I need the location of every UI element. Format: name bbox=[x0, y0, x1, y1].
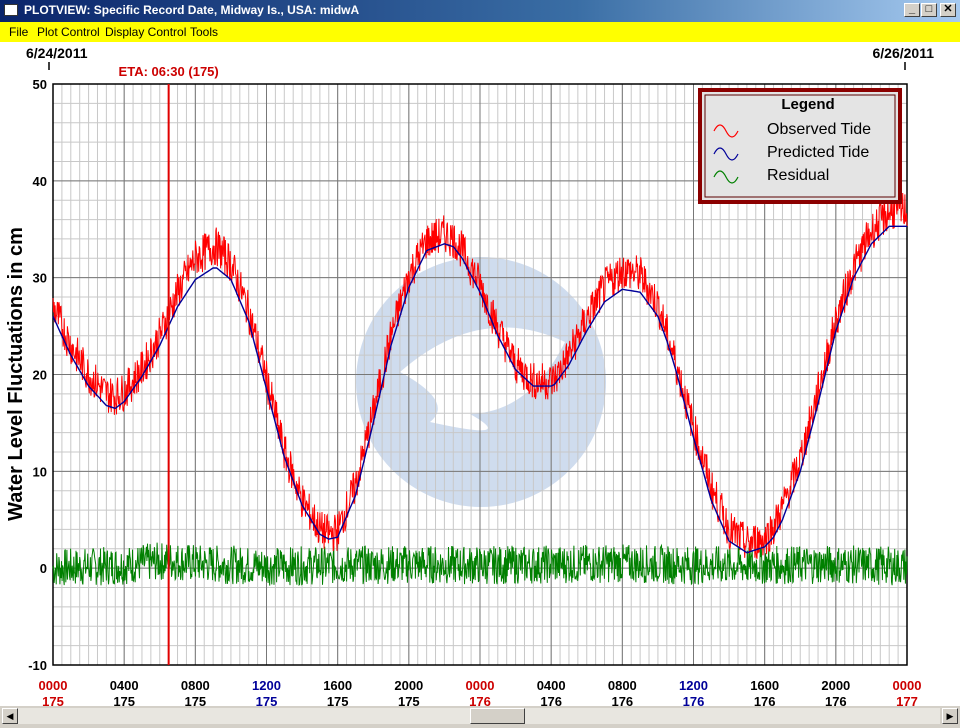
y-tick-label: 50 bbox=[33, 77, 47, 92]
x-tick-day: 177 bbox=[896, 694, 918, 706]
plot-area: -10 0 10 20 30 40 50 Water Level Fluctuations … bbox=[0, 42, 960, 706]
y-tick-label: 0 bbox=[40, 561, 47, 576]
x-tick-day: 175 bbox=[256, 694, 278, 706]
menu-bar: File Plot Control Display Control Tools bbox=[0, 22, 960, 42]
app-icon bbox=[4, 4, 18, 16]
eta-label: ETA: 06:30 (175) bbox=[119, 64, 219, 79]
x-tick-time: 1600 bbox=[750, 678, 779, 693]
noaa-logo-watermark bbox=[356, 257, 606, 507]
series-observed-tide bbox=[52, 191, 908, 559]
plot-frame bbox=[52, 83, 908, 666]
legend-entry-label: Observed Tide bbox=[767, 121, 871, 138]
x-tick-time: 1200 bbox=[252, 678, 281, 693]
series-residual bbox=[52, 542, 908, 587]
horizontal-scrollbar[interactable]: ◀ ▶ bbox=[0, 706, 960, 728]
x-tick-day: 176 bbox=[611, 694, 633, 706]
maximize-button[interactable]: □ bbox=[921, 3, 937, 17]
x-tick-time: 1200 bbox=[679, 678, 708, 693]
tide-chart[interactable]: -10 0 10 20 30 40 50 Water Level Fluctuations … bbox=[0, 42, 960, 706]
x-tick-time: 0800 bbox=[608, 678, 637, 693]
series-layer bbox=[52, 191, 908, 587]
x-tick-time: 0000 bbox=[466, 678, 495, 693]
y-tick-label: -10 bbox=[28, 658, 47, 673]
legend-entry-label: Predicted Tide bbox=[767, 144, 869, 161]
x-tick-time: 0400 bbox=[537, 678, 566, 693]
menu-plot-control[interactable]: Plot Control bbox=[37, 25, 100, 39]
scroll-left-arrow[interactable]: ◀ bbox=[2, 708, 18, 724]
scroll-thumb[interactable] bbox=[470, 708, 525, 724]
menu-tools[interactable]: Tools bbox=[190, 25, 219, 39]
x-tick-time: 2000 bbox=[821, 678, 850, 693]
y-tick-label: 20 bbox=[33, 368, 47, 383]
x-tick-time: 0000 bbox=[893, 678, 922, 693]
y-tick-label: 40 bbox=[33, 174, 47, 189]
legend-entry-label: Residual bbox=[767, 167, 829, 184]
legend-swatch bbox=[713, 124, 739, 138]
title-bar: PLOTVIEW: Specific Record Date, Midway I… bbox=[0, 0, 960, 22]
minimize-button[interactable]: _ bbox=[904, 3, 920, 17]
x-tick-day: 176 bbox=[754, 694, 776, 706]
x-tick-time: 0000 bbox=[39, 678, 68, 693]
x-tick-time: 0800 bbox=[181, 678, 210, 693]
menu-display-control[interactable]: Display Control bbox=[105, 25, 187, 39]
y-tick-label: 30 bbox=[33, 271, 47, 286]
x-tick-day: 175 bbox=[184, 694, 206, 706]
legend-swatch bbox=[713, 170, 739, 184]
x-tick-day: 175 bbox=[42, 694, 64, 706]
menu-file[interactable]: File bbox=[9, 25, 29, 39]
x-tick-day: 176 bbox=[825, 694, 847, 706]
x-tick-day: 176 bbox=[683, 694, 705, 706]
scroll-right-arrow[interactable]: ▶ bbox=[942, 708, 958, 724]
x-tick-day: 175 bbox=[398, 694, 420, 706]
start-date-label: 6/24/2011 bbox=[26, 45, 88, 61]
x-tick-day: 176 bbox=[469, 694, 491, 706]
x-tick-day: 175 bbox=[113, 694, 135, 706]
y-axis-label: Water Level Fluctuations in cm bbox=[5, 227, 27, 521]
x-tick-time: 0400 bbox=[110, 678, 139, 693]
legend-title: Legend bbox=[781, 96, 834, 113]
legend: Legend Observed Tide Predicted Tide Residu… bbox=[698, 88, 902, 204]
x-tick-day: 176 bbox=[540, 694, 562, 706]
x-tick-time: 2000 bbox=[394, 678, 423, 693]
x-axis: 0000175040017508001751200175160017520001… bbox=[39, 678, 922, 706]
window-title: PLOTVIEW: Specific Record Date, Midway I… bbox=[24, 3, 360, 17]
end-date-label: 6/26/2011 bbox=[872, 45, 934, 61]
close-button[interactable]: ✕ bbox=[940, 3, 956, 17]
series-predicted-tide bbox=[52, 225, 907, 554]
x-tick-time: 1600 bbox=[323, 678, 352, 693]
y-axis: -10 0 10 20 30 40 50 bbox=[28, 77, 47, 673]
legend-swatch bbox=[713, 147, 739, 161]
y-tick-label: 10 bbox=[33, 464, 47, 479]
x-tick-day: 175 bbox=[327, 694, 349, 706]
